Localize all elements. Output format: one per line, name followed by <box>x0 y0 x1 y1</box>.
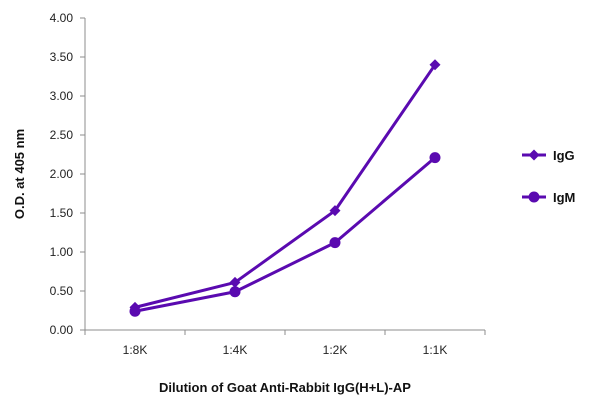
axes <box>84 18 485 331</box>
data-point-igm <box>429 152 441 164</box>
x-axis-ticks: 1:8K 1:4K 1:2K 1:1K <box>84 330 486 357</box>
legend-label-igg: IgG <box>553 148 575 163</box>
y-tick-label: 1.50 <box>50 206 74 220</box>
series-igg <box>129 59 441 313</box>
legend-label-igm: IgM <box>553 190 575 205</box>
y-tick-label: 3.50 <box>50 50 74 64</box>
data-point-igm <box>229 286 241 298</box>
y-tick-label: 2.50 <box>50 128 74 142</box>
series-layer <box>129 59 441 317</box>
legend-marker-igm <box>528 191 540 203</box>
data-point-igm <box>329 237 341 249</box>
y-tick-label: 0.00 <box>50 323 74 337</box>
y-axis-ticks: 0.00 0.50 1.00 1.50 2.00 2.50 3.00 3.50 4.00 <box>50 11 85 337</box>
legend-item-igg: IgG <box>522 148 575 163</box>
y-tick-label: 3.00 <box>50 89 74 103</box>
data-point-igg <box>429 59 441 71</box>
data-point-igg <box>329 205 341 217</box>
series-igm <box>129 152 441 317</box>
legend-marker-igg <box>528 149 540 161</box>
y-tick-label: 0.50 <box>50 284 74 298</box>
x-tick-label: 1:8K <box>123 343 148 357</box>
y-tick-label: 4.00 <box>50 11 74 25</box>
y-tick-label: 2.00 <box>50 167 74 181</box>
x-tick-label: 1:1K <box>423 343 448 357</box>
data-point-igg <box>229 276 241 288</box>
legend: IgG IgM <box>522 148 575 205</box>
legend-item-igm: IgM <box>522 190 575 205</box>
x-tick-label: 1:4K <box>223 343 248 357</box>
x-tick-label: 1:2K <box>323 343 348 357</box>
data-point-igm <box>129 305 141 317</box>
x-axis-title: Dilution of Goat Anti-Rabbit IgG(H+L)-AP <box>159 380 411 395</box>
series-line-igm <box>134 156 436 313</box>
y-tick-label: 1.00 <box>50 245 74 259</box>
series-line-igg <box>134 63 437 309</box>
y-axis-title: O.D. at 405 nm <box>12 129 27 219</box>
